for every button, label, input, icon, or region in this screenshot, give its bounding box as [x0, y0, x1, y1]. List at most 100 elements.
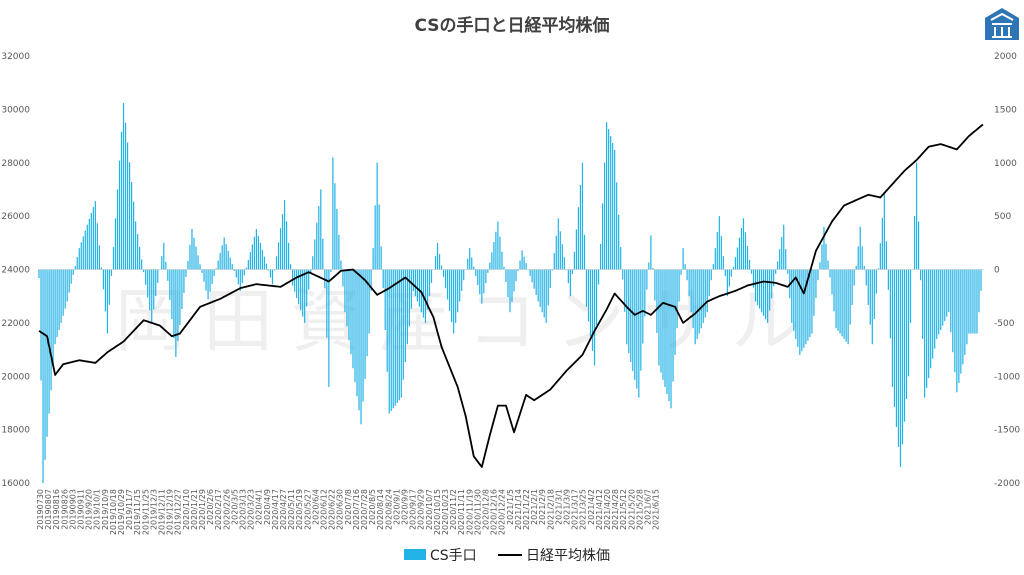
y-left-tick-label: 32000: [1, 52, 30, 62]
cs-bar: [718, 216, 720, 270]
cs-bar: [223, 237, 225, 270]
cs-bar: [895, 269, 898, 427]
cs-bar: [913, 216, 916, 270]
x-tick-label: 2021/2/1: [530, 489, 539, 525]
cs-bar: [861, 246, 863, 270]
cs-bar: [726, 269, 728, 297]
cs-bar: [414, 269, 416, 297]
cs-bar: [509, 269, 511, 313]
cs-bar: [760, 269, 763, 313]
cs-bar: [549, 269, 551, 288]
cs-bar: [374, 205, 376, 270]
cs-bar: [376, 162, 378, 270]
x-tick-label: 2020/8/14: [376, 489, 385, 530]
cs-bar: [670, 269, 672, 409]
cs-bar: [267, 269, 270, 271]
cs-bar: [302, 269, 304, 317]
cs-bar: [736, 247, 739, 270]
cs-bar: [658, 269, 660, 366]
cs-bar: [428, 269, 431, 297]
x-tick-label: 2021/2/9: [538, 489, 547, 525]
x-tick-label: 2020/12/8: [482, 489, 491, 530]
cs-bar: [455, 269, 457, 323]
cs-bar: [525, 263, 527, 270]
cs-bar: [855, 265, 857, 270]
cs-bar: [318, 206, 320, 270]
cs-bar: [384, 269, 386, 330]
cs-bar: [473, 266, 475, 270]
cs-bar: [364, 269, 366, 379]
cs-bar: [901, 269, 904, 445]
y-left-tick-label: 18000: [1, 426, 30, 436]
cs-bar: [298, 269, 300, 305]
cs-bar: [257, 235, 259, 270]
cs-bar: [390, 269, 392, 411]
x-tick-label: 2020/7/28: [360, 489, 369, 530]
cs-bar: [926, 269, 928, 388]
x-tick-label: 2020/11/19: [465, 489, 474, 535]
x-tick-label: 2020/4/1: [255, 489, 264, 525]
cs-bar: [277, 242, 280, 270]
cs-bar: [638, 269, 640, 398]
cs-bar: [690, 269, 692, 313]
cs-bar: [698, 269, 700, 334]
cs-bar: [255, 228, 257, 270]
cs-bar: [829, 269, 831, 278]
cs-bar: [845, 269, 847, 342]
cs-bar: [229, 257, 231, 270]
cs-bar: [233, 269, 235, 271]
cs-bar: [102, 269, 105, 290]
cs-bar: [752, 269, 755, 288]
cs-bar: [702, 269, 704, 323]
cs-bar: [330, 269, 332, 273]
cs-bar: [179, 269, 181, 326]
cs-bar: [678, 269, 680, 302]
cs-bar: [944, 269, 946, 322]
y-right-tick-label: 2000: [994, 52, 1017, 62]
cs-bar: [960, 269, 962, 374]
cs-bar: [616, 182, 618, 270]
cs-bar: [338, 234, 340, 270]
cs-bar: [265, 263, 268, 270]
cs-bar: [340, 260, 342, 270]
cs-bar: [750, 269, 753, 274]
cs-bar: [58, 269, 60, 330]
cs-bar: [84, 230, 86, 270]
cs-bar: [946, 269, 948, 317]
x-tick-label: 2020/8/24: [384, 489, 393, 530]
y-right-tick-label: -1500: [994, 426, 1020, 436]
cs-bar: [70, 269, 72, 284]
cs-bar: [64, 269, 66, 309]
cs-bar: [891, 269, 894, 387]
cs-bar: [668, 269, 670, 402]
cs-bar: [346, 269, 348, 327]
cs-bar: [515, 269, 517, 282]
cs-bar: [155, 269, 157, 297]
cs-bar: [930, 269, 932, 369]
x-tick-label: 2019/10/18: [109, 489, 118, 535]
cs-bar: [648, 262, 650, 270]
cs-bar: [763, 269, 765, 316]
cs-bar: [724, 269, 726, 277]
cs-bar: [304, 269, 306, 323]
x-tick-label: 2020/12/24: [498, 489, 507, 535]
cs-bar: [881, 217, 883, 270]
cs-bar: [463, 269, 465, 281]
cs-bar: [694, 269, 696, 345]
x-tick-label: 2021/4/12: [595, 489, 604, 530]
cs-bar: [151, 269, 153, 323]
cs-bar: [656, 269, 658, 334]
cs-bar: [819, 262, 821, 270]
nikkei-line-series: [38, 123, 984, 468]
cs-bar: [461, 269, 463, 291]
cs-bar: [934, 269, 936, 349]
cs-bar: [195, 246, 197, 270]
cs-bar: [382, 269, 384, 289]
cs-bar: [483, 269, 485, 294]
cs-bar: [968, 269, 970, 334]
cs-bar: [952, 269, 954, 353]
x-tick-label: 20190807: [44, 489, 53, 530]
x-tick-label: 20190816: [52, 489, 61, 530]
cs-bar: [787, 269, 789, 274]
cs-bar: [545, 269, 547, 323]
